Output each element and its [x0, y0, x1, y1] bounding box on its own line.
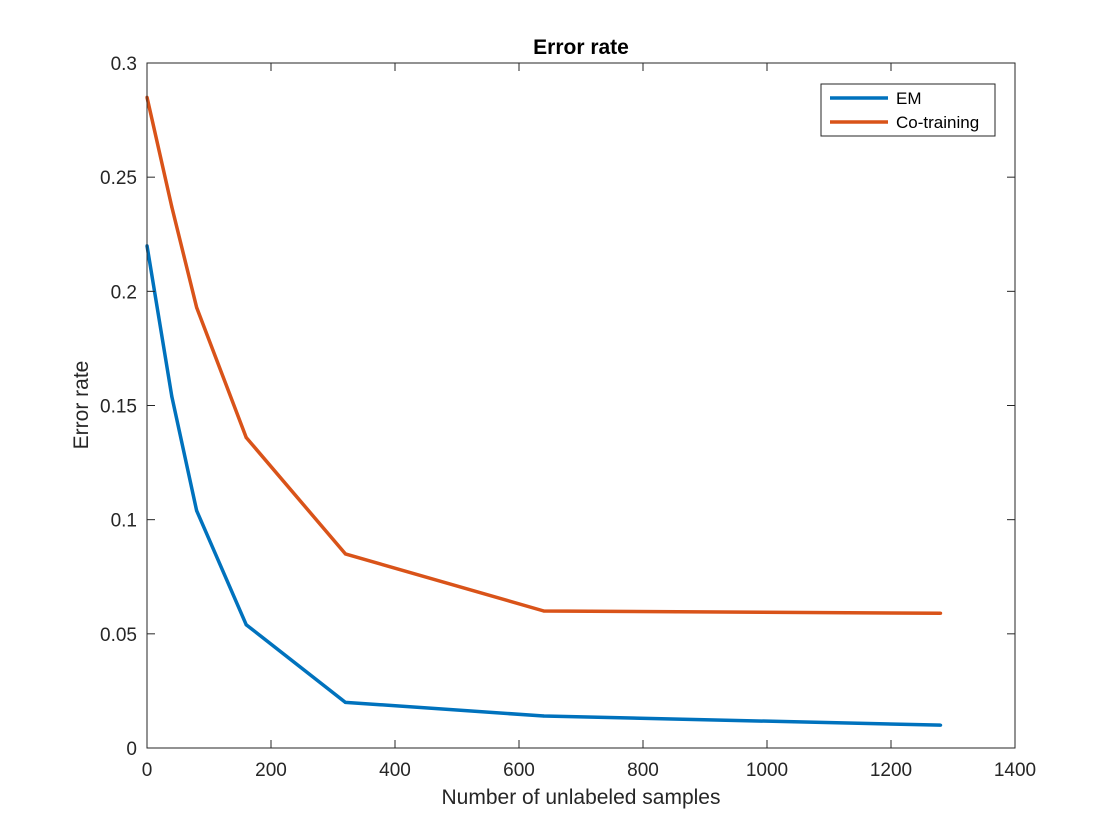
y-tick-label: 0.15 — [100, 397, 137, 418]
x-tick-label: 200 — [255, 760, 287, 781]
ticks-layer: 0 200 400 600 800 1000 1200 1400 0 0.05 0.1 0.15 0.2… — [100, 54, 1036, 781]
y-tick-label: 0.2 — [111, 282, 137, 303]
y-tick-label: 0 — [126, 739, 137, 760]
data-point-em — [170, 394, 174, 398]
legend: EM Co-training — [820, 83, 996, 137]
legend-label-em: EM — [896, 89, 922, 108]
series-layer — [145, 95, 943, 727]
x-tick-label: 1200 — [870, 760, 912, 781]
data-point-em — [542, 714, 546, 718]
y-axis-label: Error rate — [70, 361, 93, 450]
data-point-em — [939, 723, 943, 727]
legend-label-co-training: Co-training — [896, 113, 979, 132]
data-point-em — [244, 623, 248, 627]
data-point-co-training — [542, 609, 546, 613]
x-axis-label: Number of unlabeled samples — [442, 786, 721, 809]
data-point-em — [343, 700, 347, 704]
chart-title: Error rate — [533, 36, 629, 59]
data-point-co-training — [170, 205, 174, 209]
data-point-em — [195, 508, 199, 513]
data-point-co-training — [939, 611, 943, 615]
x-tick-label: 0 — [142, 760, 153, 781]
x-tick-label: 800 — [627, 760, 659, 781]
data-point-co-training — [195, 305, 199, 309]
y-tick-label: 0.05 — [100, 625, 137, 646]
y-tick-label: 0.3 — [111, 54, 137, 75]
x-tick-label: 600 — [503, 760, 535, 781]
y-tick-label: 0.25 — [100, 168, 137, 189]
x-tick-label: 400 — [379, 760, 411, 781]
y-tick-label: 0.1 — [111, 511, 137, 532]
x-tick-label: 1400 — [994, 760, 1036, 781]
data-point-co-training — [343, 552, 347, 556]
plot-area — [147, 63, 1015, 748]
legend-box — [820, 83, 996, 137]
data-point-co-training — [244, 435, 248, 440]
x-tick-label: 1000 — [746, 760, 788, 781]
